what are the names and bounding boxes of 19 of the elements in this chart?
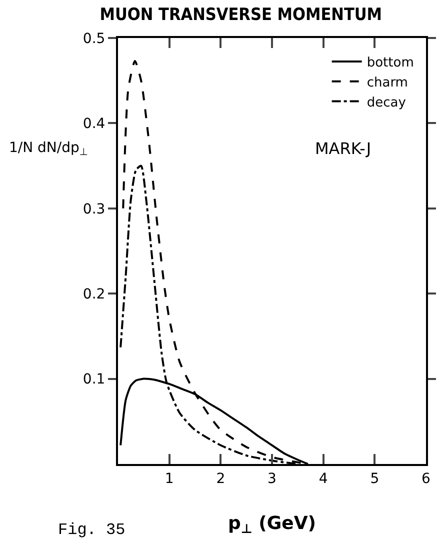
annotation: MARK-J xyxy=(315,139,372,158)
y-tick-label: 0.5 xyxy=(82,30,106,47)
x-axis-title: p$_{⊥}$ (GeV) xyxy=(228,513,316,536)
y-tick-label: 0.4 xyxy=(82,116,106,132)
x-tick-label: 5 xyxy=(370,470,380,487)
y-tick-label: 0.3 xyxy=(82,201,106,218)
legend-label: charm xyxy=(366,75,408,90)
y-tick-label: 0.2 xyxy=(82,286,106,302)
x-tick-label: 6 xyxy=(422,470,431,487)
caption: Fig. 35 xyxy=(58,521,126,539)
y-tick-label: 0.1 xyxy=(82,372,106,388)
x-tick-label: 1 xyxy=(164,470,174,487)
chart-title: MUON TRANSVERSE MOMENTUM xyxy=(100,5,382,26)
legend-label: bottom xyxy=(366,56,414,71)
y-axis-title: 1/N dN/dp$_{⊥}$ xyxy=(9,140,88,158)
x-tick-label: 4 xyxy=(318,470,328,487)
legend-label: decay xyxy=(366,95,406,110)
x-tick-label: 2 xyxy=(216,470,226,487)
x-tick-label: 3 xyxy=(268,470,276,487)
